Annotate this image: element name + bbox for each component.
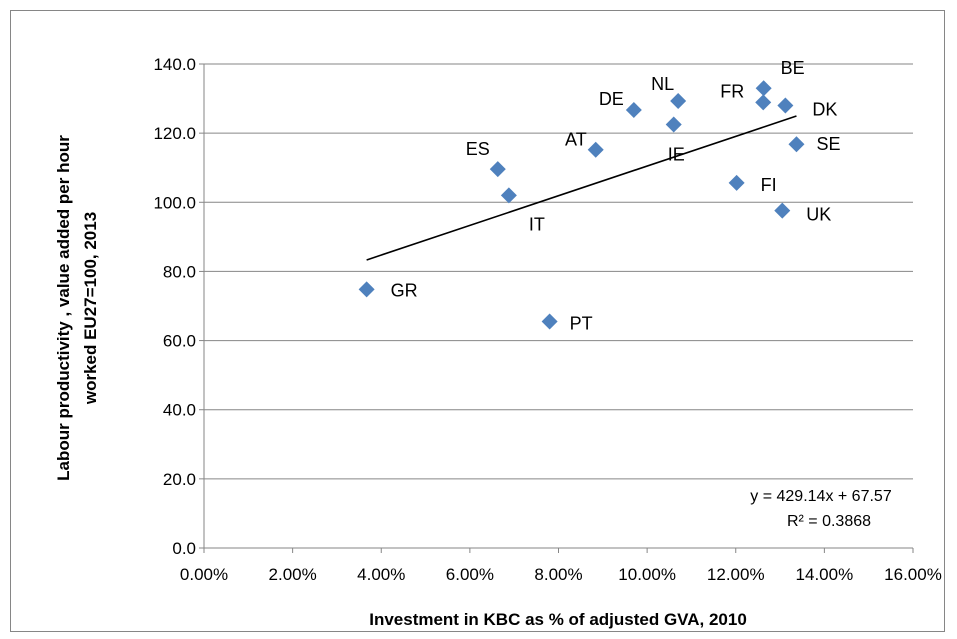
x-tick-label: 14.00% <box>796 565 854 584</box>
y-tick-label: 0.0 <box>172 539 196 558</box>
trendline-group <box>366 115 797 261</box>
scatter-chart: 0.0 20.0 40.0 60.0 80.0 100.0 120.0 140.0 0.00% 2… <box>54 55 942 629</box>
y-axis-title-line: Labour productivity , value added per ho… <box>54 135 73 481</box>
data-point <box>500 187 517 204</box>
y-tick-label: 60.0 <box>163 332 196 351</box>
x-tick-label: 8.00% <box>534 565 582 584</box>
data-point <box>670 92 687 109</box>
y-tick-label: 120.0 <box>153 124 196 143</box>
data-point <box>541 313 558 330</box>
x-tick-label: 0.00% <box>180 565 228 584</box>
point-label: FR <box>720 81 744 101</box>
point-label: DE <box>599 89 624 109</box>
trendline <box>366 115 797 261</box>
point-label: ES <box>466 139 490 159</box>
point-labels: GR PT ES IT AT DE IE NL FI FR BE DK UK SE <box>391 58 841 333</box>
data-point <box>665 116 682 133</box>
y-axis-title-line: worked EU27=100, 2013 <box>81 212 100 405</box>
y-tick-label: 20.0 <box>163 470 196 489</box>
point-label: UK <box>806 205 831 225</box>
equation-line: R² = 0.3868 <box>787 513 871 530</box>
point-label: IT <box>529 214 545 234</box>
data-point <box>587 141 604 158</box>
data-point <box>489 161 506 178</box>
point-label: FI <box>761 175 777 195</box>
axes: 0.0 20.0 40.0 60.0 80.0 100.0 120.0 140.0 0.00% 2… <box>153 55 941 584</box>
point-label: IE <box>668 145 685 165</box>
point-label: SE <box>816 134 840 154</box>
chart-frame: 0.0 20.0 40.0 60.0 80.0 100.0 120.0 140.0 0.00% 2… <box>10 10 945 632</box>
point-label: PT <box>570 314 593 334</box>
y-tick-label: 40.0 <box>163 401 196 420</box>
x-tick-label: 10.00% <box>618 565 676 584</box>
x-tick-label: 6.00% <box>446 565 494 584</box>
data-point <box>777 97 794 114</box>
data-point <box>774 202 791 219</box>
data-point <box>755 80 772 97</box>
x-tick-label: 2.00% <box>269 565 317 584</box>
data-point <box>358 281 375 298</box>
x-axis-title: Investment in KBC as % of adjusted GVA, … <box>369 610 747 629</box>
y-tick-label: 100.0 <box>153 193 196 212</box>
y-tick-label: 80.0 <box>163 262 196 281</box>
point-label: DK <box>812 99 837 119</box>
point-label: BE <box>781 58 805 78</box>
data-point <box>788 136 805 153</box>
x-tick-label: 4.00% <box>357 565 405 584</box>
gridlines <box>204 63 913 480</box>
point-label: GR <box>391 280 418 300</box>
point-label: AT <box>565 130 587 150</box>
y-axis-title: Labour productivity , value added per ho… <box>54 135 100 481</box>
equation-line: y = 429.14x + 67.57 <box>750 488 892 505</box>
x-tick-label: 12.00% <box>707 565 765 584</box>
x-tick-label: 16.00% <box>884 565 942 584</box>
trendline-equation: y = 429.14x + 67.57 R² = 0.3868 <box>750 488 892 530</box>
point-label: NL <box>651 74 674 94</box>
y-tick-label: 140.0 <box>153 55 196 74</box>
data-point <box>728 174 745 191</box>
data-point <box>625 101 642 118</box>
data-point <box>755 94 772 111</box>
data-points <box>358 80 805 330</box>
